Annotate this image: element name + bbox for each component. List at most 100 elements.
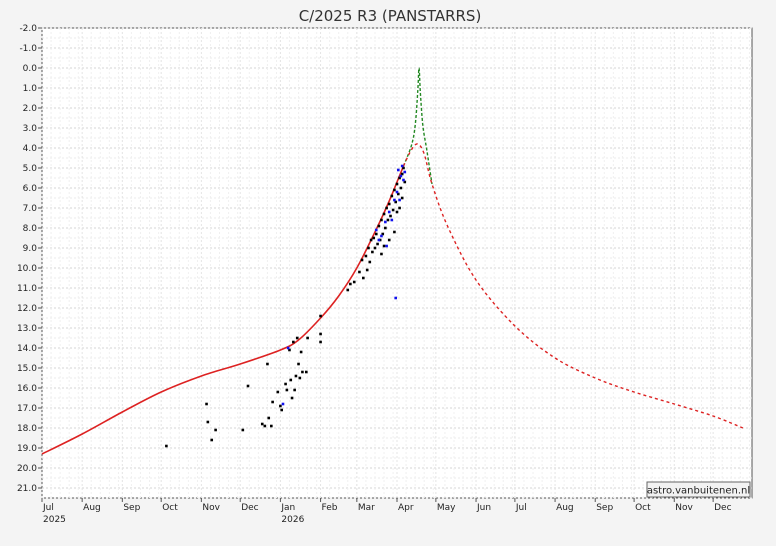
y-tick-label: 8.0 — [23, 224, 38, 234]
observation-point — [372, 236, 375, 240]
observation-point — [276, 390, 280, 394]
x-tick-label: Jul — [42, 503, 54, 513]
observation-point-blue — [374, 228, 378, 232]
observation-point — [369, 238, 373, 242]
observation-point — [393, 188, 396, 192]
observation-point — [394, 200, 398, 204]
y-tick-label: 0.0 — [23, 64, 38, 74]
observation-point — [389, 214, 392, 218]
observation-point — [165, 444, 168, 448]
y-tick-label: 2.0 — [23, 104, 38, 114]
observation-point — [246, 384, 250, 388]
y-tick-label: -2.0 — [19, 24, 37, 34]
x-tick-label: May — [437, 503, 456, 513]
x-tick-year-label: 2026 — [281, 515, 304, 525]
series-layer — [41, 67, 744, 455]
x-tick-label: Jun — [476, 503, 491, 513]
observation-point — [305, 370, 308, 374]
observation-point-blue — [394, 296, 398, 300]
observation-point — [382, 212, 386, 216]
observation-point — [365, 268, 369, 272]
observation-point — [391, 208, 395, 212]
observation-point — [360, 258, 364, 262]
y-tick-label: 17.0 — [17, 404, 37, 414]
observation-point — [399, 186, 403, 190]
y-tick-label: 11.0 — [17, 284, 37, 294]
x-tick-label: Apr — [398, 503, 414, 513]
x-tick-label: Sep — [123, 503, 140, 513]
observation-point — [386, 218, 390, 222]
observation-point — [285, 388, 289, 392]
y-tick-label: 13.0 — [17, 324, 37, 334]
y-tick-label: 16.0 — [17, 384, 37, 394]
y-tick-label: 21.0 — [17, 484, 37, 494]
observation-point — [295, 336, 299, 340]
x-tick-label: Mar — [358, 503, 375, 513]
observation-point — [385, 206, 388, 210]
observation-point — [294, 374, 298, 378]
y-tick-label: 14.0 — [17, 344, 37, 354]
x-tick-year-label: 2025 — [43, 515, 66, 525]
observation-point — [280, 408, 283, 412]
observation-point — [381, 232, 385, 236]
observation-point-blue — [402, 178, 405, 182]
observation-point — [349, 282, 352, 286]
observation-point — [400, 172, 404, 176]
observation-point — [400, 196, 404, 200]
y-tick-label: 5.0 — [23, 164, 38, 174]
observation-point — [396, 192, 400, 196]
observation-point-blue — [396, 168, 400, 172]
observation-point — [279, 404, 282, 408]
y-tick-label: 9.0 — [23, 244, 38, 254]
model-fit-solid-curve — [41, 165, 405, 455]
observation-point-blue — [387, 210, 391, 214]
x-tick-label: Jul — [515, 503, 527, 513]
y-tick-label: 3.0 — [23, 124, 38, 134]
observation-point — [403, 180, 407, 184]
x-axis-ticks: Jul 2025 Aug Sep Oct Nov Dec Jan 2026 Feb Mar Apr Ma… — [41, 498, 732, 525]
observation-point-blue — [403, 170, 407, 174]
observation-point — [301, 370, 304, 374]
observation-point — [371, 250, 374, 254]
observation-point-blue — [380, 234, 383, 238]
observation-point — [267, 416, 271, 420]
x-tick-label: Nov — [675, 503, 693, 513]
observation-point-blue — [286, 346, 290, 350]
observation-point — [368, 260, 372, 264]
observation-point — [306, 336, 309, 340]
observation-point — [205, 402, 208, 406]
x-tick-label: Oct — [162, 503, 178, 513]
y-tick-label: 19.0 — [17, 444, 37, 454]
x-tick-label: Aug — [556, 503, 574, 513]
y-tick-label: 18.0 — [17, 424, 37, 434]
x-tick-label: Oct — [635, 503, 651, 513]
observation-point — [390, 194, 394, 198]
observation-point — [373, 246, 377, 250]
observation-point — [398, 206, 401, 210]
credit-box — [646, 481, 751, 498]
observation-point — [377, 224, 381, 228]
x-tick-label: Dec — [241, 503, 258, 513]
y-tick-label: 20.0 — [17, 464, 37, 474]
plot-area — [41, 27, 753, 499]
y-tick-label: 15.0 — [17, 364, 37, 374]
observation-points — [165, 164, 407, 448]
x-tick-label: Jan — [280, 503, 295, 513]
observation-point — [398, 176, 401, 180]
observation-point-blue — [399, 174, 403, 178]
observation-point — [319, 340, 322, 344]
observation-point — [263, 424, 267, 428]
observation-point — [395, 182, 399, 186]
observation-point-blue — [384, 220, 387, 224]
observation-point — [384, 226, 387, 230]
observation-point — [288, 348, 291, 352]
y-tick-label: -1.0 — [19, 44, 37, 54]
observation-point — [289, 378, 293, 382]
y-tick-label: 1.0 — [23, 84, 38, 94]
observation-point — [362, 276, 365, 280]
observation-point — [293, 388, 296, 392]
observation-point — [376, 242, 379, 246]
observation-point — [364, 254, 368, 258]
observation-point-blue — [281, 402, 285, 406]
